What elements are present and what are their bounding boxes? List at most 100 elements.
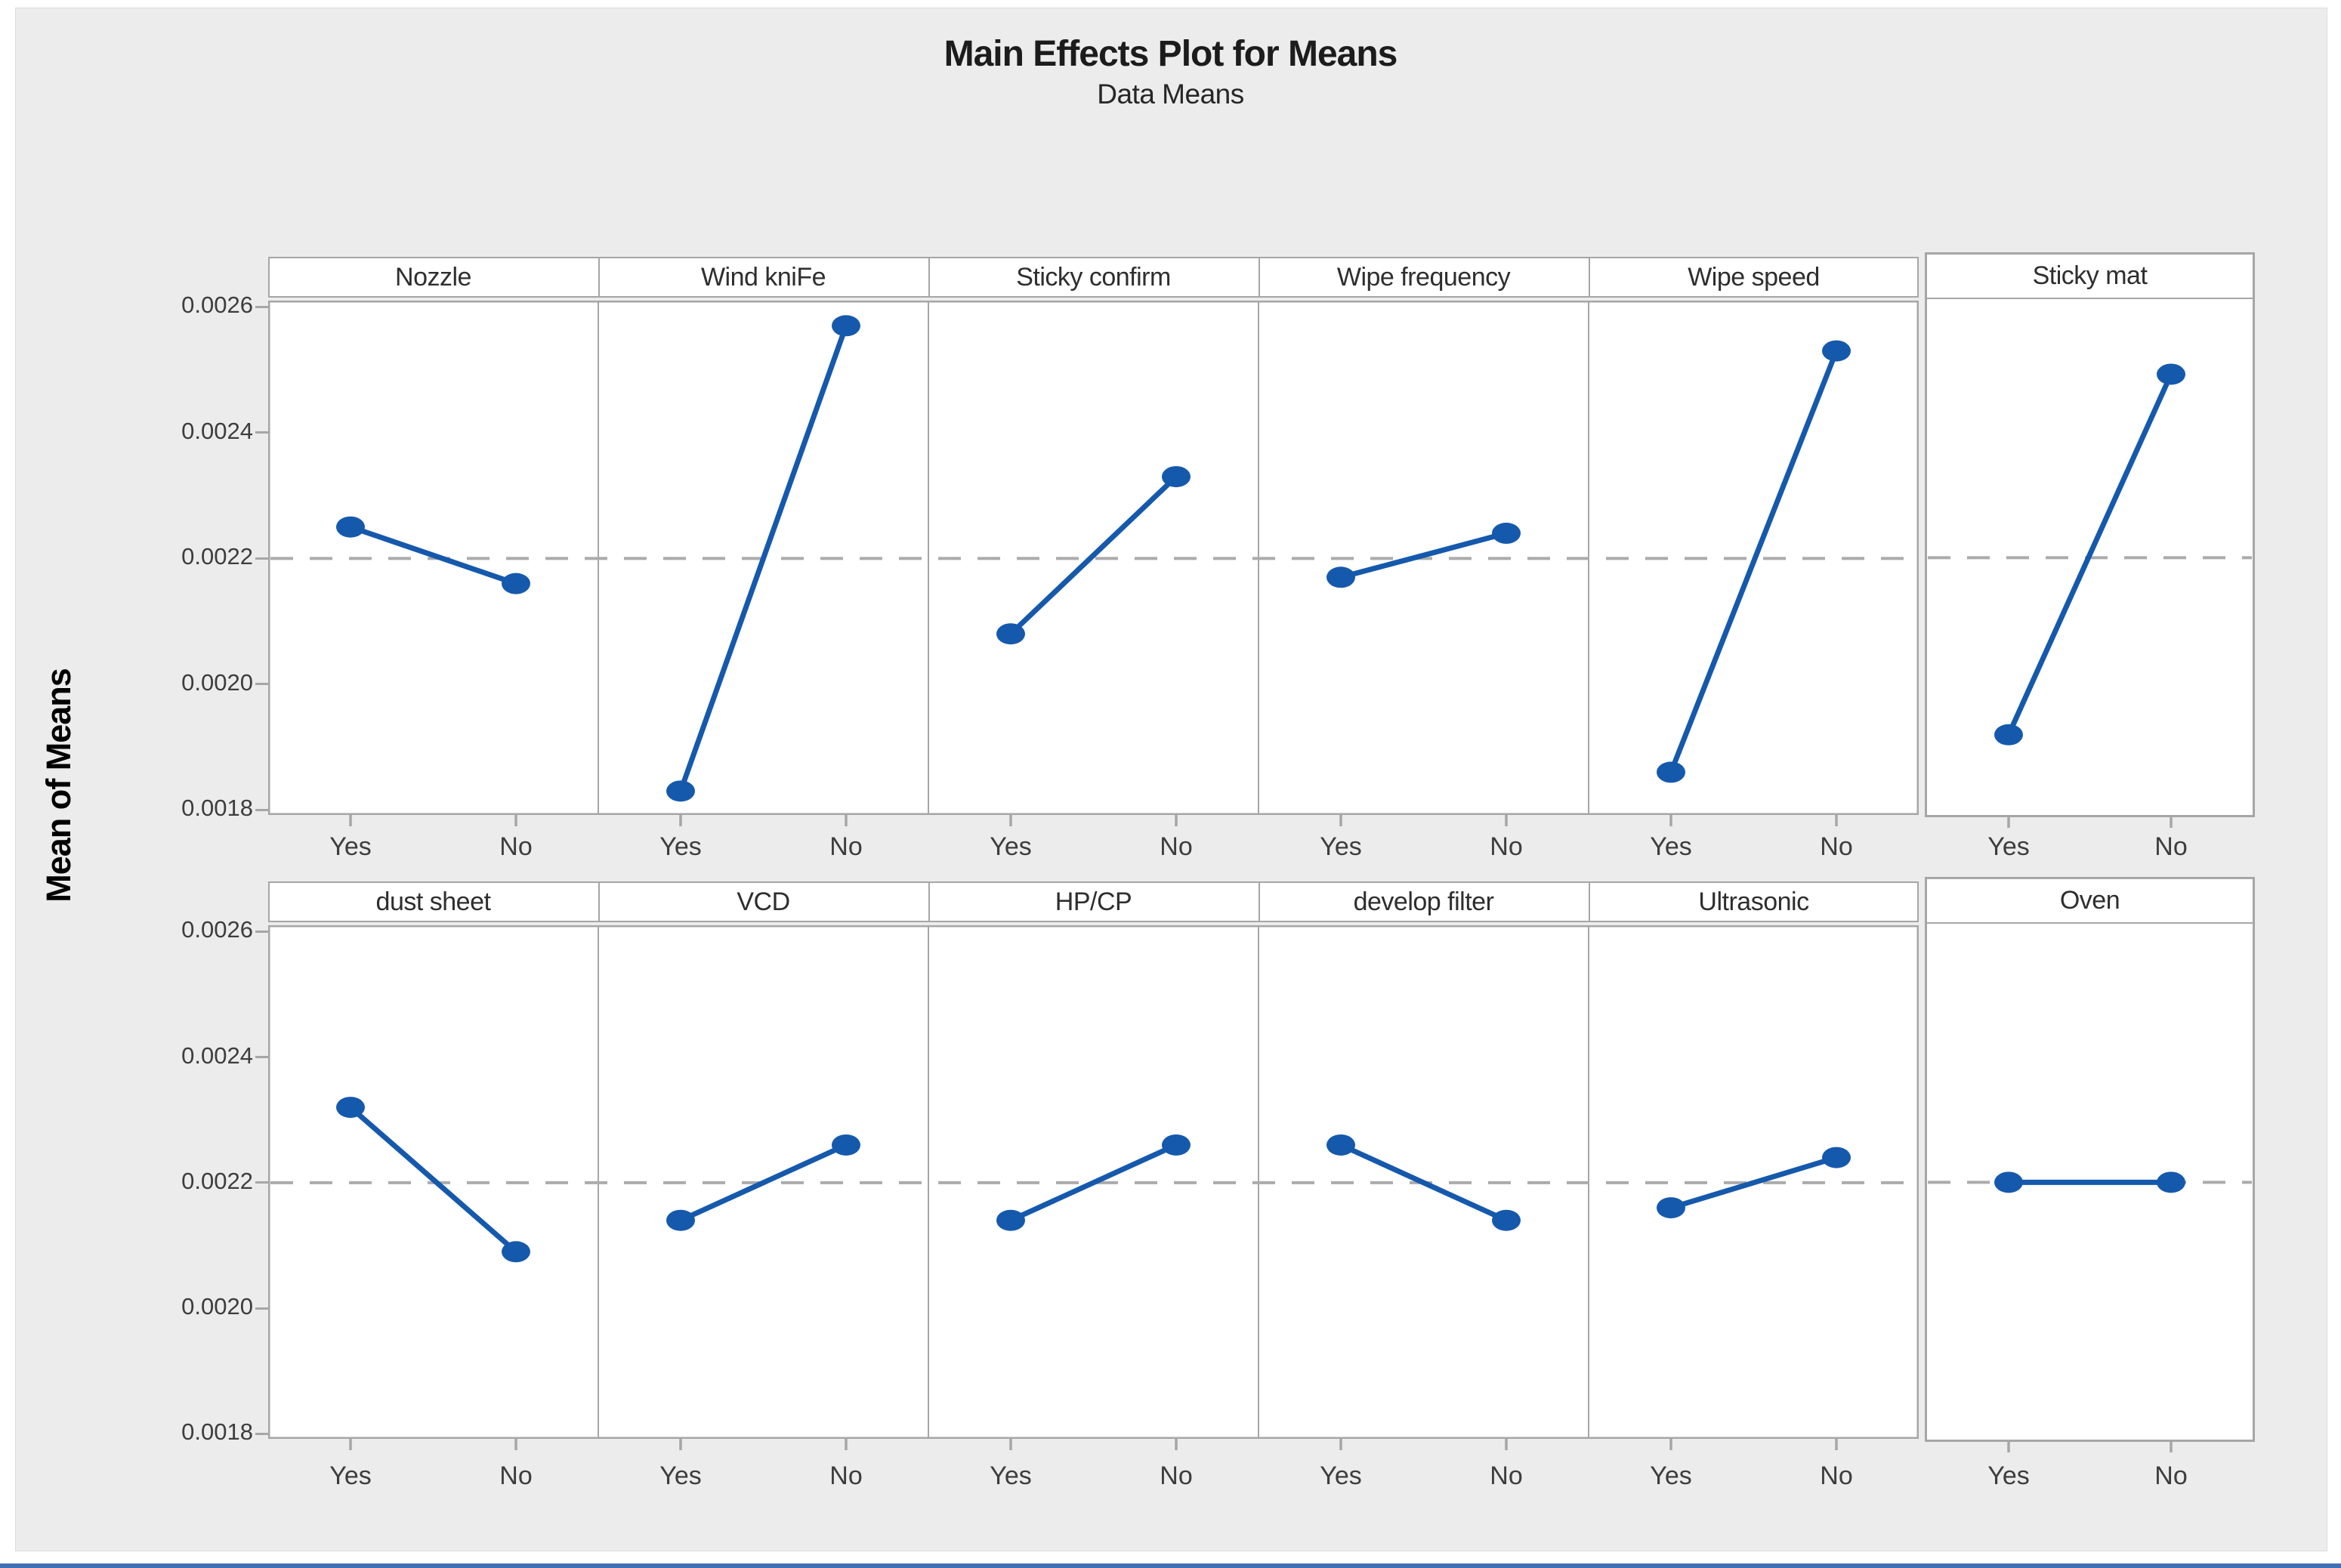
x-category-label: No [1490, 1462, 1523, 1490]
chart-subtitle: Data Means [1097, 79, 1244, 110]
y-tick-mark [255, 1432, 268, 1435]
data-point-develop-filter-yes [1326, 1134, 1355, 1156]
plot-area-row-2 [268, 925, 1919, 1450]
x-category-label: No [499, 1462, 533, 1490]
x-category-label: No [1820, 1462, 1853, 1490]
y-tick-label: 0.0024 [181, 417, 253, 444]
data-point-nozzle-yes [336, 516, 365, 538]
panel-frame [1925, 877, 2255, 1442]
effect-line-wipe-speed [1668, 348, 1839, 775]
y-tick-label: 0.0024 [181, 1042, 253, 1069]
y-tick-label: 0.0018 [181, 795, 253, 822]
header-divider [1589, 258, 1590, 296]
x-category-label: Yes [1987, 1462, 2030, 1490]
data-point-sticky-confirm-no [1162, 466, 1191, 488]
data-point-develop-filter-no [1492, 1209, 1521, 1231]
x-category-label: Yes [990, 832, 1032, 861]
panel-header-nozzle: Nozzle [395, 263, 471, 292]
effect-line-dust-sheet [347, 1104, 519, 1255]
x-category-label: Yes [329, 832, 372, 861]
data-point-vcd-no [832, 1134, 860, 1156]
y-tick-label: 0.0026 [181, 292, 253, 319]
header-divider [928, 258, 930, 296]
y-tick-mark [255, 683, 268, 686]
data-point-wipe-frequency-no [1492, 523, 1521, 545]
y-tick-label: 0.0022 [181, 1167, 253, 1194]
panel-header-ultrasonic: Ultrasonic [1698, 887, 1809, 916]
panel-header-vcd: VCD [737, 887, 790, 916]
data-point-wind-knife-no [832, 315, 860, 337]
x-category-label: No [1820, 832, 1853, 861]
data-point-oven-yes [1994, 1171, 2023, 1193]
y-axis-title: Mean of Means [39, 668, 78, 903]
panel-header-wipe-speed: Wipe speed [1688, 263, 1820, 292]
panel-header-dust-sheet: dust sheet [375, 887, 491, 916]
panel-header-strip: Nozzle Wind kniFe Sticky confirm Wipe frequ… [268, 257, 1919, 298]
y-tick-mark [255, 930, 268, 933]
panel-frame [1925, 252, 2255, 817]
effect-line-nozzle [347, 524, 519, 587]
header-divider [598, 883, 600, 921]
data-point-ultrasonic-yes [1657, 1197, 1685, 1219]
y-tick-mark [255, 1307, 268, 1310]
x-category-label: No [1160, 1462, 1193, 1490]
panel-header-oven: Oven [2059, 886, 2120, 915]
data-point-sticky-confirm-yes [996, 623, 1025, 645]
header-divider [1259, 883, 1260, 921]
panel-header-wind-knife: Wind kniFe [700, 263, 826, 292]
data-point-dust-sheet-no [502, 1241, 530, 1263]
panel-header-hp-cp: HP/CP [1055, 887, 1132, 916]
data-point-wipe-speed-yes [1657, 761, 1685, 783]
x-category-label: No [829, 1462, 863, 1490]
y-tick-mark [255, 431, 268, 434]
y-tick-mark [255, 305, 268, 308]
y-tick-label: 0.0020 [181, 1293, 253, 1320]
effect-line-sticky-mat [2006, 371, 2174, 738]
plot-area-sticky-mat [1925, 252, 2255, 828]
data-point-hp-cp-no [1162, 1134, 1191, 1156]
effect-line-sticky-confirm [1008, 474, 1179, 637]
x-category-label: No [1160, 832, 1193, 861]
panel-header-strip: dust sheet VCD HP/CP develop filter Ultrason… [268, 881, 1919, 922]
data-point-nozzle-no [502, 573, 530, 594]
panel-header-develop-filter: develop filter [1353, 887, 1494, 916]
x-category-label: No [2154, 832, 2188, 861]
x-category-label: No [499, 832, 533, 861]
x-category-label: Yes [329, 1462, 372, 1490]
chart-title: Main Effects Plot for Means [944, 34, 1398, 74]
x-category-label: Yes [1987, 832, 2030, 861]
panel-header-sticky-mat: Sticky mat [2032, 261, 2148, 290]
data-point-vcd-yes [666, 1209, 695, 1231]
plot-area-row-1 [268, 301, 1919, 826]
panel-header-sticky-confirm: Sticky confirm [1016, 263, 1171, 292]
effect-line-wind-knife [678, 323, 849, 794]
panel-header-wipe-frequency: Wipe frequency [1336, 263, 1511, 292]
y-tick-label: 0.0026 [181, 916, 253, 943]
data-point-wipe-frequency-yes [1326, 566, 1355, 588]
y-tick-label: 0.0020 [181, 668, 253, 696]
effect-line-develop-filter [1338, 1142, 1509, 1224]
data-point-sticky-mat-yes [1994, 724, 2023, 745]
x-category-label: Yes [1320, 832, 1362, 861]
y-tick-label: 0.0018 [181, 1418, 253, 1446]
x-category-label: Yes [1650, 832, 1692, 861]
y-tick-mark [255, 1056, 268, 1059]
plot-area-oven [1925, 877, 2255, 1452]
x-category-label: Yes [990, 1462, 1032, 1490]
data-point-dust-sheet-yes [336, 1097, 365, 1119]
x-category-label: Yes [659, 832, 702, 861]
data-point-wind-knife-yes [666, 780, 695, 802]
header-divider [598, 258, 600, 296]
x-category-label: No [829, 832, 863, 861]
window-bottom-border [0, 1563, 2341, 1568]
y-tick-label: 0.0022 [181, 543, 253, 570]
x-category-label: No [2154, 1462, 2188, 1490]
data-point-sticky-mat-no [2157, 363, 2185, 385]
data-point-oven-no [2157, 1171, 2185, 1193]
x-category-label: No [1490, 832, 1523, 861]
x-category-label: Yes [659, 1462, 702, 1490]
effect-line-vcd [678, 1142, 849, 1224]
x-category-label: Yes [1320, 1462, 1362, 1490]
data-point-hp-cp-yes [996, 1209, 1025, 1231]
